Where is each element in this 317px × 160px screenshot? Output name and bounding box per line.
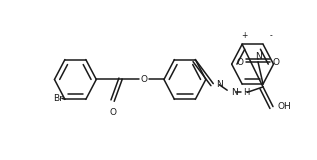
Text: -: - (269, 31, 272, 40)
Text: N: N (216, 80, 223, 89)
Text: Br: Br (53, 94, 63, 103)
Text: +: + (242, 31, 248, 40)
Text: N: N (255, 52, 262, 61)
Text: O: O (236, 58, 243, 67)
Text: OH: OH (278, 102, 292, 111)
Text: O: O (273, 58, 280, 67)
Text: N: N (231, 88, 238, 97)
Text: O: O (109, 108, 116, 117)
Text: H: H (243, 88, 249, 97)
Text: O: O (140, 75, 148, 84)
